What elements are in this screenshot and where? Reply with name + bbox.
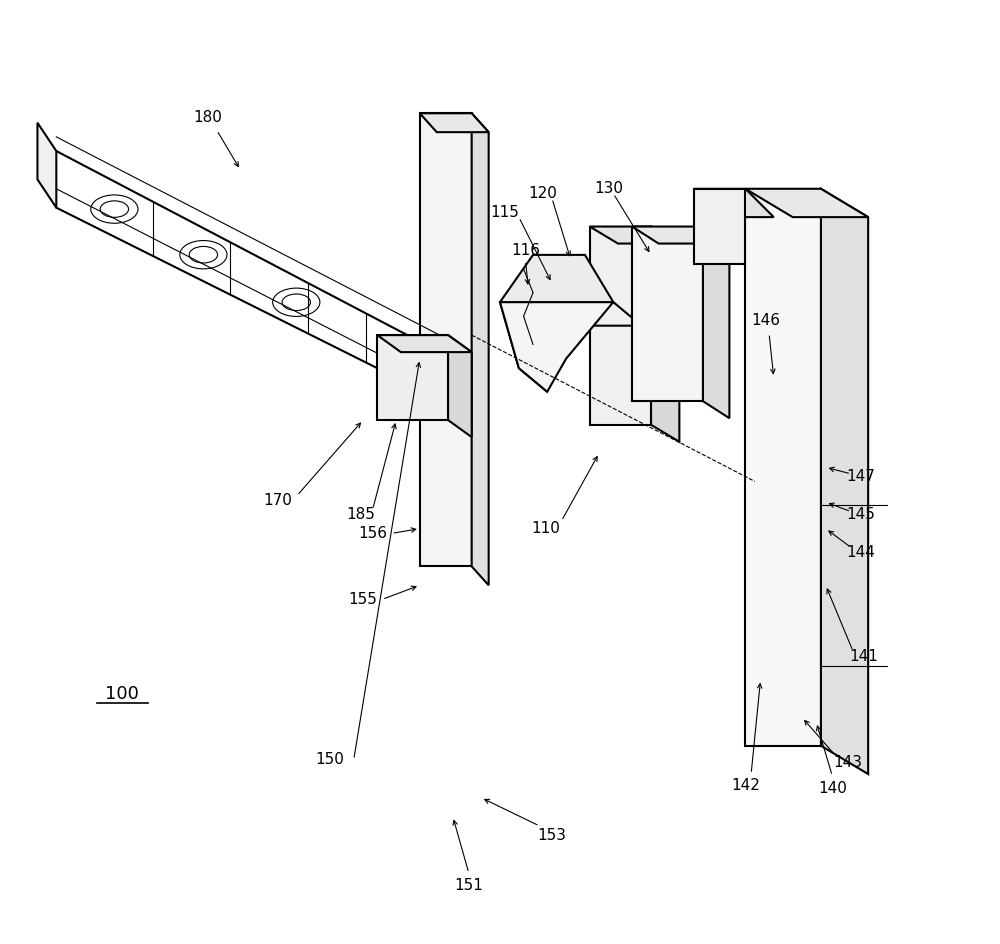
Polygon shape [703,227,729,418]
Polygon shape [500,255,613,302]
Text: 140: 140 [818,781,847,796]
Polygon shape [694,189,745,264]
Text: 153: 153 [537,828,566,843]
Text: 115: 115 [490,205,519,220]
Polygon shape [37,123,56,208]
Text: 170: 170 [264,493,293,508]
Polygon shape [745,189,868,217]
Text: 144: 144 [846,545,875,560]
Polygon shape [472,113,489,585]
Text: 155: 155 [349,592,378,607]
Polygon shape [632,227,729,244]
Polygon shape [377,335,472,352]
Polygon shape [651,227,679,442]
Polygon shape [632,227,703,401]
Polygon shape [420,113,472,566]
Text: 185: 185 [346,507,375,522]
Polygon shape [745,189,821,746]
Polygon shape [448,335,472,437]
Text: 145: 145 [846,507,875,522]
Text: 116: 116 [511,243,540,258]
Polygon shape [590,227,679,244]
Text: 130: 130 [594,181,623,196]
Text: 142: 142 [731,778,760,793]
Text: 180: 180 [193,110,222,126]
Polygon shape [500,302,547,392]
Polygon shape [694,189,774,217]
Polygon shape [821,189,868,774]
Text: 146: 146 [752,313,781,329]
Text: 143: 143 [833,755,862,770]
Text: 147: 147 [846,469,875,484]
Polygon shape [500,302,642,326]
Polygon shape [590,227,651,425]
Polygon shape [377,335,448,420]
Polygon shape [420,113,489,132]
Text: 150: 150 [316,752,345,767]
Text: 120: 120 [528,186,557,201]
Text: 100: 100 [105,684,139,703]
Polygon shape [500,302,613,392]
Text: 151: 151 [454,878,483,893]
Text: 141: 141 [849,649,878,664]
Text: 156: 156 [358,526,387,541]
Text: 110: 110 [531,521,560,536]
